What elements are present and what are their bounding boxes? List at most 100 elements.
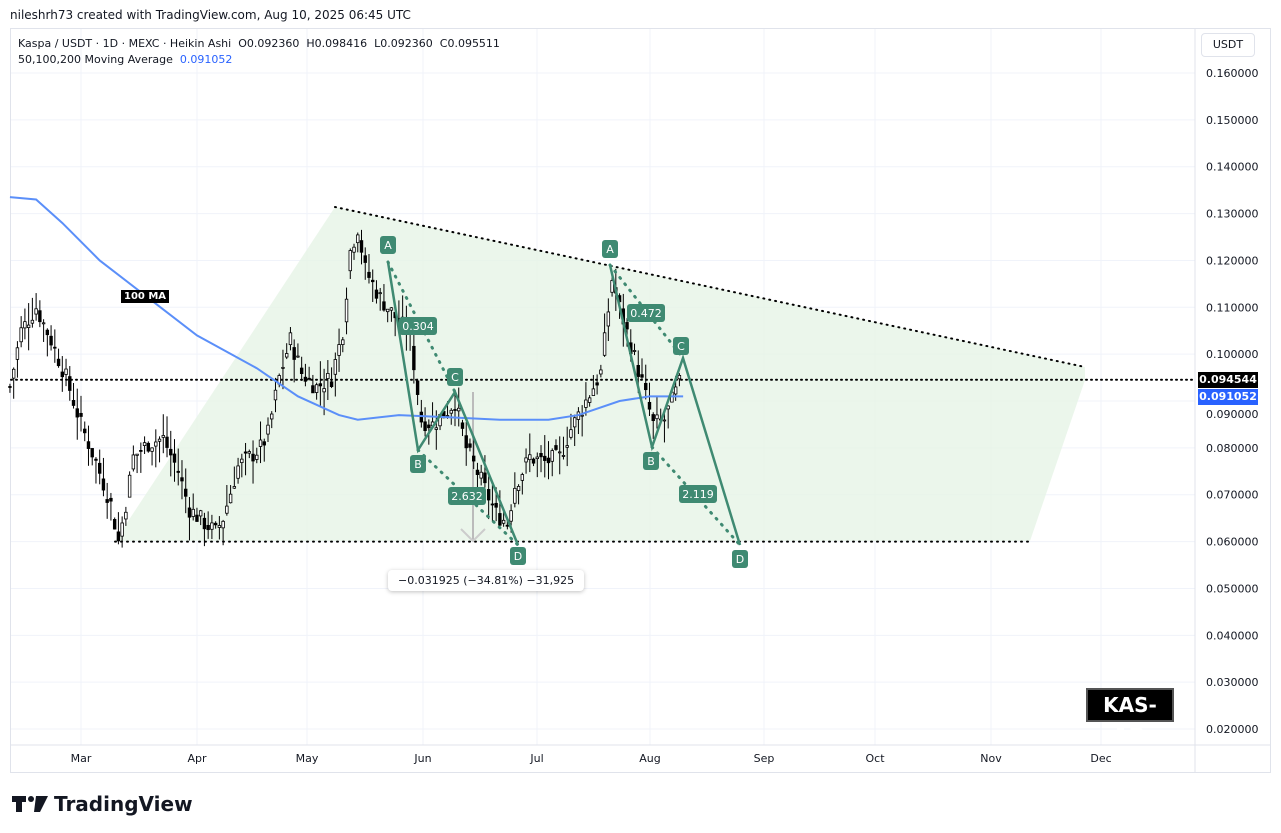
candle-body (505, 524, 510, 527)
candle-body (599, 369, 603, 375)
candle-body (251, 453, 255, 462)
candle-body (112, 519, 117, 530)
candle-body (490, 503, 495, 506)
ratio-badge (679, 485, 717, 503)
candle-body (135, 453, 139, 456)
candle-body (610, 280, 614, 293)
candle-body (94, 458, 98, 461)
price-tick-label: 0.030000 (1206, 676, 1259, 689)
candle-body (127, 474, 132, 498)
candle-body (109, 497, 113, 502)
candle-body (60, 371, 64, 378)
candle-body (602, 332, 607, 356)
candle-body (389, 307, 394, 311)
candle-body (314, 384, 319, 393)
candle-body (30, 319, 35, 324)
candle-body (318, 383, 323, 387)
candle-body (606, 311, 611, 327)
candle-body (213, 522, 218, 526)
time-tick-label: Jul (529, 752, 543, 765)
candle-body (337, 344, 341, 356)
ratio-badge (399, 317, 437, 335)
extension-dotted-line (416, 448, 520, 547)
candle-body (191, 508, 195, 517)
candle-body (341, 339, 345, 345)
candle-body (644, 382, 648, 391)
price-tick-label: 0.130000 (1206, 208, 1259, 221)
candle-body (202, 517, 207, 530)
candle-body (516, 485, 521, 491)
candle-body (539, 453, 543, 458)
candle-body (329, 381, 334, 388)
currency-unit-button[interactable]: USDT (1201, 33, 1255, 57)
candle-body (255, 454, 259, 460)
candle-body (8, 386, 12, 388)
candle-body (240, 458, 244, 464)
tradingview-logo[interactable]: TradingView (12, 792, 193, 816)
candle-body (359, 240, 364, 253)
candle-body (142, 442, 147, 446)
ohlc-low: L0.092360 (374, 37, 433, 50)
price-tick-label: 0.060000 (1206, 536, 1259, 549)
ratio-label: 0.304 (402, 320, 434, 333)
candle-body (120, 522, 124, 537)
measure-arrowhead (460, 528, 486, 543)
candle-body (281, 366, 285, 369)
candle-body (535, 456, 539, 460)
candle-body (157, 438, 162, 442)
candle-body (352, 246, 356, 253)
time-tick-label: Nov (980, 752, 1002, 765)
candle-body (79, 412, 83, 417)
candle-body (483, 472, 487, 484)
symbol-line[interactable]: Kaspa / USDT · 1D · MEXC · Heikin Ashi (18, 37, 232, 50)
candle-body (385, 308, 390, 313)
pattern-point-badge (447, 368, 463, 386)
candle-body (468, 443, 472, 448)
candle-body (382, 301, 386, 311)
candle-body (56, 358, 61, 367)
candle-body (105, 499, 109, 503)
candle-body (45, 329, 50, 336)
price-tick-label: 0.100000 (1206, 348, 1259, 361)
candle-body (371, 279, 375, 283)
candle-body (322, 388, 326, 393)
candle-body (677, 374, 682, 380)
pattern-point-badge (673, 337, 689, 355)
candle-body (311, 385, 315, 394)
ma-indicator-label[interactable]: 50,100,200 Moving Average (18, 53, 173, 66)
candle-body (498, 513, 502, 526)
time-tick-label: Oct (865, 752, 885, 765)
candle-body (172, 453, 177, 463)
candle-body (225, 505, 229, 514)
candle-body (154, 441, 158, 447)
time-tick-label: Dec (1090, 752, 1111, 765)
candle-body (632, 350, 637, 352)
candle-body (210, 522, 214, 530)
candle-body (23, 321, 27, 329)
ma-price-tag: 0.091052 (1198, 389, 1258, 405)
pattern-point-label: B (414, 458, 422, 471)
candle-body (580, 414, 584, 417)
candle-body (509, 510, 513, 522)
candle-body (374, 289, 379, 299)
candle-body (195, 514, 199, 522)
candle-body (415, 380, 420, 395)
ohlc-high: H0.098416 (306, 37, 368, 50)
candle-body (169, 448, 173, 456)
candle-body (561, 455, 566, 457)
candle-body (180, 477, 184, 482)
candle-body (217, 525, 222, 528)
price-tick-label: 0.120000 (1206, 254, 1259, 267)
candle-body (651, 414, 655, 422)
candle-body (288, 332, 293, 346)
candle-body (412, 345, 416, 371)
ratio-badge (627, 304, 665, 322)
price-tick-label: 0.070000 (1206, 489, 1259, 502)
pattern-point-badge (410, 455, 426, 473)
candle-body (11, 368, 16, 379)
candle-body (595, 382, 599, 386)
candle-body (187, 507, 192, 518)
price-tick-label: 0.110000 (1206, 301, 1259, 314)
candle-body (131, 454, 136, 470)
